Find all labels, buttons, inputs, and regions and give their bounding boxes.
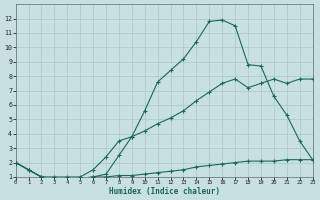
X-axis label: Humidex (Indice chaleur): Humidex (Indice chaleur) (108, 187, 220, 196)
